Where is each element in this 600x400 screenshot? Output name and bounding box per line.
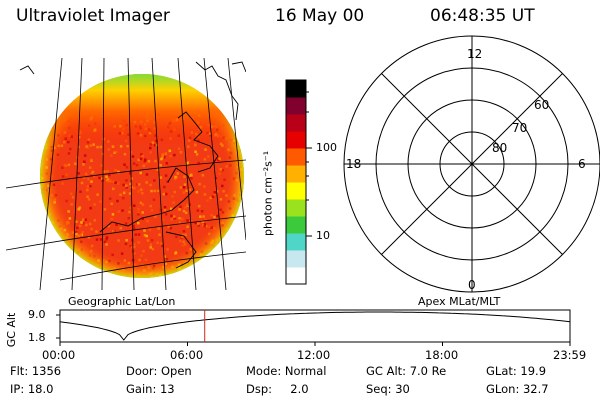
coastlines (19, 61, 246, 269)
info-dsp: Dsp: 2.0 (246, 382, 309, 396)
timeline-xtick-2: 12:00 (297, 348, 331, 362)
colorbar-band (286, 80, 306, 98)
info-ip: IP: 18.0 (10, 382, 54, 396)
mlt-label-12: 12 (467, 47, 483, 61)
colorbar-band (286, 267, 306, 285)
colorbar-unit-label: photon cm⁻²s⁻¹ (261, 150, 275, 236)
info-mode: Mode: Normal (246, 364, 327, 378)
timeline-ytick-low: 1.8 (28, 331, 46, 344)
colorbar-band (286, 165, 306, 183)
colorbar (285, 79, 312, 285)
colorbar-band (286, 114, 306, 132)
timeline-left-title: Geographic Lat/Lon (68, 295, 176, 308)
timeline-xtick-0: 00:00 (42, 348, 76, 362)
colorbar-tick-100: 100 (316, 141, 337, 154)
timeline-xtick-1: 06:00 (170, 348, 204, 362)
info-flight: Flt: 1356 (10, 364, 62, 378)
colorbar-tick-10: 10 (316, 229, 330, 242)
info-glon: GLon: 32.7 (486, 382, 549, 396)
info-seq: Seq: 30 (366, 382, 410, 396)
polar-plot (343, 35, 600, 293)
latitude-grid (6, 159, 246, 281)
time-label: 06:48:35 UT (430, 6, 535, 26)
timeline-right-title: Apex MLat/MLT (418, 295, 501, 308)
timeline-axis-label: GC Alt (5, 312, 18, 348)
altitude-curve (59, 311, 571, 341)
colorbar-band (286, 199, 306, 217)
polar-diagonal-2 (381, 73, 563, 255)
colorbar-frame (285, 79, 307, 285)
timeline-xtick-3: 18:00 (425, 348, 459, 362)
colorbar-band (286, 131, 306, 149)
colorbar-band (286, 182, 306, 200)
disk-top-fade (40, 74, 244, 278)
colorbar-ticks (306, 91, 312, 237)
lat-label-80: 80 (492, 141, 508, 155)
colorbar-band (286, 233, 306, 251)
date-label: 16 May 00 (275, 6, 365, 26)
lat-label-60: 60 (534, 98, 550, 112)
colorbar-band (286, 148, 306, 166)
info-glat: GLat: 19.9 (486, 364, 547, 378)
colorbar-band (286, 97, 306, 115)
timeline-ticks (56, 314, 571, 346)
timeline-ytick-high: 9.0 (28, 308, 46, 321)
lat-label-70: 70 (512, 121, 528, 135)
info-gain: Gain: 13 (126, 382, 175, 396)
info-door: Door: Open (126, 364, 192, 378)
timeline-xtick-4: 23:59 (553, 348, 587, 362)
colorbar-scale (286, 80, 306, 285)
earth-image (6, 58, 246, 290)
mlt-label-0: 0 (468, 278, 476, 292)
colorbar-band (286, 250, 306, 268)
mlt-label-6: 6 (578, 157, 586, 171)
colorbar-band (286, 216, 306, 234)
mlt-label-18: 18 (346, 157, 362, 171)
altitude-timeline (56, 309, 571, 346)
instrument-title: Ultraviolet Imager (16, 6, 170, 26)
info-gc-alt: GC Alt: 7.0 Re (366, 364, 447, 378)
